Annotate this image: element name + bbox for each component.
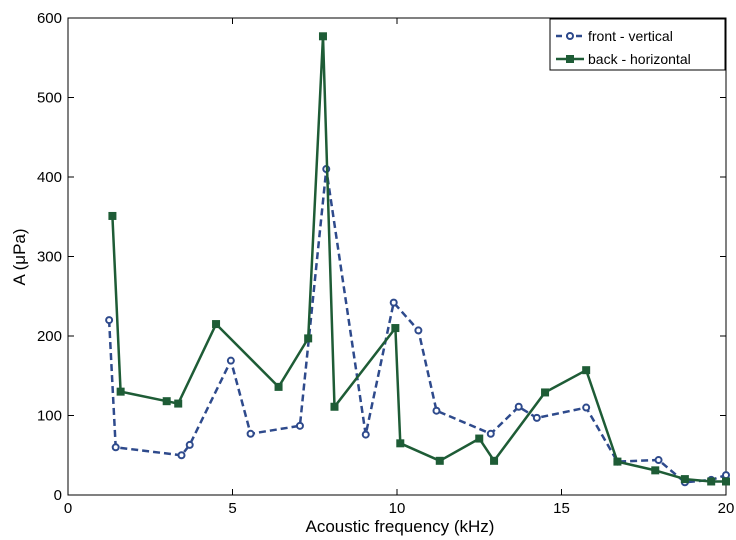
data-point — [246, 429, 255, 438]
y-tick-label: 200 — [37, 328, 62, 345]
data-point — [490, 456, 499, 465]
data-point — [541, 388, 550, 397]
plot-frame — [67, 17, 727, 496]
y-tick-label: 300 — [37, 249, 62, 266]
y-tick-label: 500 — [37, 90, 62, 107]
x-tick-label: 15 — [553, 500, 570, 517]
legend-label-front: front - vertical — [588, 28, 673, 44]
data-point — [396, 439, 405, 448]
data-point — [304, 334, 313, 343]
x-axis-label: Acoustic frequency (kHz) — [306, 517, 495, 536]
data-point — [226, 356, 235, 365]
data-point — [582, 366, 591, 375]
data-point — [212, 320, 221, 329]
data-point — [680, 475, 689, 484]
legend-box — [549, 18, 726, 71]
legend: front - vertical back - horizontal — [549, 18, 726, 71]
series-back-horizontal — [108, 32, 730, 486]
data-point — [475, 434, 484, 443]
y-tick-label: 100 — [37, 408, 62, 425]
data-point — [432, 406, 441, 415]
legend-label-back: back - horizontal — [588, 51, 691, 67]
data-point — [108, 211, 117, 220]
data-point — [391, 324, 400, 333]
x-tick-label: 20 — [718, 500, 735, 517]
legend-marker-back — [566, 55, 574, 63]
data-point — [318, 32, 327, 41]
y-tick-label: 400 — [37, 169, 62, 186]
data-point — [414, 326, 423, 335]
x-tick-label: 10 — [389, 500, 406, 517]
data-point — [111, 443, 120, 452]
data-point — [654, 456, 663, 465]
data-point — [582, 403, 591, 412]
data-point — [177, 451, 186, 460]
data-point — [105, 316, 114, 325]
y-tick-label: 600 — [37, 10, 62, 27]
data-point — [185, 440, 194, 449]
data-point — [116, 387, 125, 396]
legend-marker-front — [566, 32, 574, 40]
data-point — [295, 421, 304, 430]
data-point — [707, 477, 716, 486]
data-point — [435, 456, 444, 465]
data-point — [722, 477, 730, 486]
data-point — [486, 429, 495, 438]
x-tick-label: 0 — [64, 500, 72, 517]
data-point — [613, 457, 622, 466]
data-point — [389, 298, 398, 307]
data-point — [722, 471, 730, 480]
data-point — [174, 399, 183, 408]
y-tick-label: 0 — [54, 487, 62, 504]
data-point — [162, 397, 171, 406]
data-point — [361, 430, 370, 439]
series-group — [105, 32, 730, 487]
x-tick-label: 5 — [228, 500, 236, 517]
data-point — [514, 402, 523, 411]
data-point — [330, 402, 339, 411]
y-axis-label: A (μPa) — [10, 228, 29, 285]
data-point — [274, 382, 283, 391]
data-point — [651, 466, 660, 475]
data-point — [532, 413, 541, 422]
